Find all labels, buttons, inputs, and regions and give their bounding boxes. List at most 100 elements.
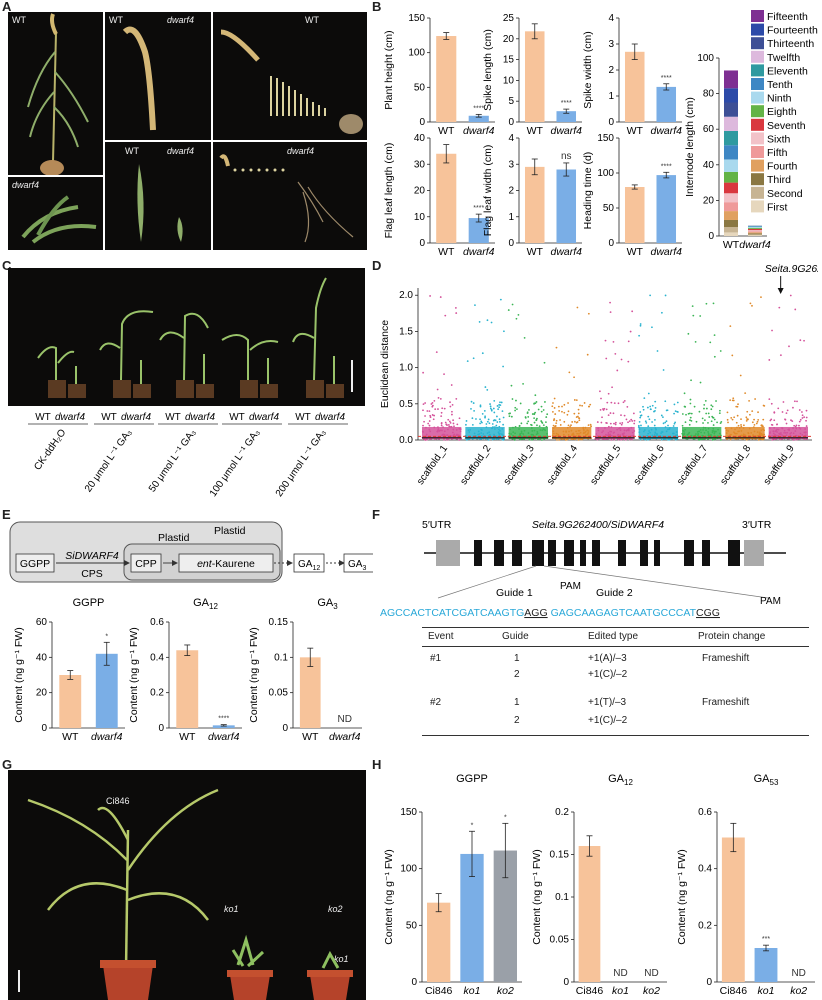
data-point (762, 404, 765, 407)
data-point (698, 410, 701, 413)
data-point (423, 420, 425, 423)
data-point (676, 411, 679, 413)
x-tick-label: scaffold_3 (502, 443, 537, 487)
data-point (567, 402, 569, 404)
scaffold-dense-band (422, 426, 462, 439)
data-point (588, 405, 590, 408)
arrowhead (124, 560, 130, 566)
stacked-segment (748, 226, 762, 227)
data-point (544, 401, 546, 403)
data-point (465, 423, 467, 426)
y-axis-label: Content (ng g⁻¹ FW) (676, 849, 688, 944)
data-point (788, 345, 790, 348)
chart-plant-height: 0 50 100 150 Plant height (cm) WT **** dwarf4 (383, 13, 495, 137)
data-point (545, 421, 547, 424)
data-point (777, 407, 780, 410)
data-point (645, 421, 648, 424)
data-point (673, 422, 676, 425)
data-point (699, 315, 702, 317)
stacked-segment (724, 70, 738, 89)
y-tick-label: 0.15 (269, 617, 289, 628)
data-point (690, 412, 693, 415)
photo-a-internodes-dwarf4: dwarf4 (213, 142, 367, 250)
editing-table-header: Event Guide Edited type Protein change (422, 627, 809, 647)
stacked-segment (748, 232, 762, 234)
data-point (745, 419, 748, 422)
data-point (729, 399, 732, 402)
legend-swatch (751, 132, 764, 145)
table-cell: #1 (430, 653, 442, 664)
data-point (436, 388, 439, 391)
data-point (740, 418, 742, 421)
legend-label: Fifth (767, 147, 788, 159)
data-point (501, 438, 504, 441)
data-point (737, 403, 739, 406)
data-point (644, 420, 647, 423)
data-point (451, 410, 453, 413)
data-point (620, 414, 622, 417)
data-point (566, 413, 569, 416)
bar (493, 850, 517, 982)
chart-e-ga12: 0 0.2 0.4 0.6 Content (ng g⁻¹ FW) GA12 WT **** d… (128, 597, 242, 743)
table-cell: +1(A)/–3 (588, 653, 627, 664)
data-point (489, 403, 491, 405)
node-ent-kaurene-label: ent-Kaurene (197, 558, 255, 570)
data-point (537, 408, 540, 411)
exon (728, 540, 740, 566)
data-point (651, 421, 653, 423)
scaffold-points (421, 295, 463, 441)
data-point (596, 421, 599, 423)
bar (556, 111, 577, 122)
data-point (429, 414, 432, 417)
data-point (486, 319, 489, 322)
legend-swatch (751, 105, 764, 118)
data-point (732, 397, 735, 400)
y-axis-label: Content (ng g⁻¹ FW) (128, 627, 140, 722)
data-point (485, 423, 488, 425)
data-point (779, 354, 782, 357)
bar (95, 653, 118, 728)
data-point (639, 416, 642, 419)
data-point (563, 420, 566, 423)
data-point (555, 422, 558, 425)
significance-label: ND (338, 714, 352, 725)
data-point (610, 401, 613, 404)
data-point (473, 409, 475, 412)
data-point (683, 405, 686, 408)
data-point (683, 392, 686, 395)
bar (436, 153, 457, 243)
data-point (453, 425, 455, 428)
data-point (773, 411, 776, 414)
data-point (707, 412, 710, 415)
data-point (689, 398, 692, 401)
y-tick-label: 1.0 (399, 363, 413, 374)
arrowhead (172, 560, 178, 566)
legend-label: Third (767, 174, 791, 186)
treatment-label: 50 μmol L⁻¹ GA₃ (147, 427, 198, 494)
data-point (536, 424, 538, 427)
data-point (511, 303, 514, 306)
y-tick-label: 100 (697, 53, 714, 64)
data-point (726, 418, 729, 421)
bar (721, 837, 745, 982)
data-point (803, 416, 806, 419)
data-point (712, 416, 715, 419)
data-point (756, 420, 759, 423)
pair-label-wt: WT (35, 412, 51, 423)
data-point (578, 419, 581, 422)
legend-swatch (751, 91, 764, 104)
table-cell: +1(C)/–2 (588, 715, 628, 726)
data-point (431, 414, 434, 416)
data-point (614, 421, 617, 424)
data-point (533, 402, 536, 405)
data-point (607, 414, 610, 417)
legend-swatch (751, 23, 764, 36)
table-cell: Frameshift (702, 697, 750, 708)
photo-a-wt-plant: WT (8, 12, 103, 175)
exon (640, 540, 648, 566)
data-point (527, 416, 530, 418)
data-point (450, 384, 453, 386)
y-tick-label: 4 (508, 133, 514, 144)
data-point (805, 416, 808, 419)
data-point (712, 438, 715, 441)
